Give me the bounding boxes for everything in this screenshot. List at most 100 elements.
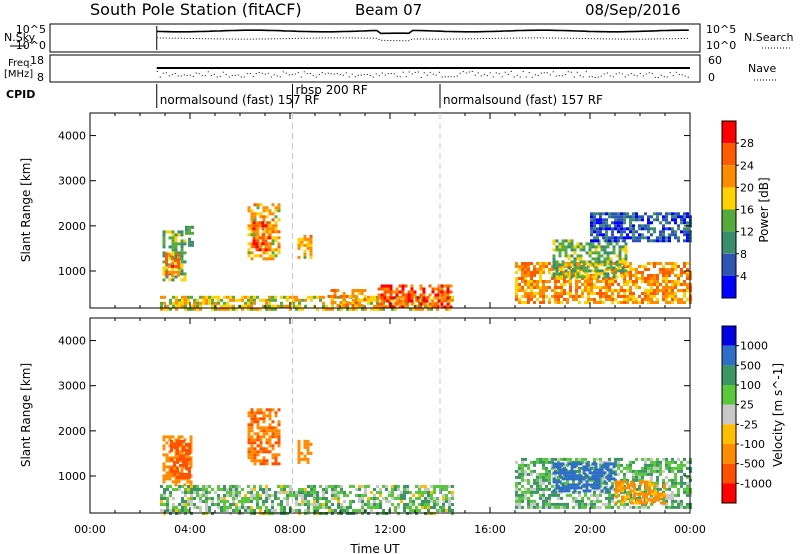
heatmap-cell (542, 499, 545, 503)
heatmap-cell (671, 460, 674, 464)
heatmap-cell (606, 489, 610, 493)
heatmap-cell (686, 466, 689, 470)
heatmap-cell (560, 286, 563, 289)
heatmap-cell (389, 293, 393, 297)
heatmap-cell (165, 477, 169, 481)
heatmap-cell (515, 280, 518, 283)
heatmap-cell (274, 441, 278, 445)
heatmap-cell (205, 485, 208, 488)
heatmap-cell (671, 469, 674, 473)
heatmap-cell (548, 499, 551, 503)
heatmap-cell (255, 224, 259, 228)
heatmap-cell (668, 221, 671, 225)
heatmap-cell (398, 299, 402, 303)
heatmap-cell (241, 503, 244, 506)
heatmap-cell (680, 271, 683, 274)
heatmap-cell (376, 304, 379, 308)
heatmap-cell (539, 286, 542, 289)
heatmap-cell (268, 414, 272, 418)
heatmap-cell (259, 254, 263, 258)
heatmap-cell (662, 271, 665, 274)
nave-point (507, 73, 509, 75)
heatmap-cell (560, 292, 563, 295)
heatmap-cell (442, 488, 445, 491)
velocity-colorbar-swatch (722, 326, 736, 346)
heatmap-cell (401, 290, 405, 294)
heatmap-cell (373, 488, 376, 491)
heatmap-cell (262, 462, 266, 466)
heatmap-cell (183, 275, 187, 279)
heatmap-cell (322, 295, 325, 299)
heatmap-cell (428, 302, 432, 306)
heatmap-cell (677, 274, 680, 277)
heatmap-cell (162, 468, 166, 472)
heatmap-cell (665, 286, 668, 289)
heatmap-cell (639, 492, 642, 496)
heatmap-cell (683, 295, 686, 298)
heatmap-cell (569, 280, 572, 283)
heatmap-cell (316, 506, 319, 509)
heatmap-cell (683, 289, 686, 292)
heatmap-cell (599, 457, 602, 461)
heatmap-cell (303, 237, 307, 241)
heatmap-cell (611, 289, 614, 292)
nave-point (519, 76, 521, 78)
heatmap-cell (588, 251, 592, 255)
heatmap-cell (265, 257, 269, 261)
heatmap-cell (437, 287, 441, 291)
heatmap-cell (623, 289, 626, 292)
velocity-colorbar-tick-label: 1000 (740, 340, 768, 353)
heatmap-cell (656, 212, 659, 216)
heatmap-cell (518, 289, 521, 292)
heatmap-cell (322, 491, 325, 494)
heatmap-cell (587, 295, 590, 298)
heatmap-cell (561, 462, 565, 466)
heatmap-cell (174, 275, 178, 279)
heatmap-cell (561, 242, 565, 246)
heatmap-cell (629, 463, 632, 467)
heatmap-cell (614, 227, 617, 231)
heatmap-cell (611, 277, 614, 280)
heatmap-cell (259, 462, 263, 466)
heatmap-cell (647, 301, 650, 304)
heatmap-cell (217, 295, 220, 299)
heatmap-cell (617, 460, 620, 464)
heatmap-cell (427, 500, 430, 503)
heatmap-cell (185, 231, 188, 235)
nave-point (396, 75, 398, 77)
heatmap-cell (629, 221, 632, 225)
heatmap-cell (641, 490, 644, 494)
heatmap-cell (558, 254, 562, 258)
heatmap-cell (247, 227, 251, 231)
heatmap-cell (330, 298, 334, 301)
heatmap-cell (596, 496, 599, 500)
heatmap-cell (163, 491, 166, 494)
power-colorbar-tick-label: 8 (740, 248, 747, 261)
heatmap-cell (662, 499, 665, 503)
heatmap-cell (170, 439, 173, 443)
heatmap-cell (596, 227, 599, 231)
x-tick-label: 08:00 (274, 523, 306, 536)
heatmap-cell (638, 295, 641, 298)
heatmap-cell (427, 506, 430, 509)
heatmap-cell (325, 506, 328, 509)
nave-point (552, 71, 554, 73)
heatmap-cell (527, 295, 530, 298)
heatmap-cell (268, 304, 271, 308)
nave-point (324, 73, 326, 75)
heatmap-cell (357, 298, 361, 301)
heatmap-cell (265, 494, 268, 497)
heatmap-cell (644, 292, 647, 295)
heatmap-cell (581, 496, 584, 500)
heatmap-cell (427, 307, 430, 311)
heatmap-cell (180, 468, 184, 472)
heatmap-cell (569, 283, 572, 286)
heatmap-cell (579, 260, 583, 264)
heatmap-cell (539, 271, 542, 274)
heatmap-cell (196, 488, 199, 491)
heatmap-cell (283, 488, 286, 491)
nave-point (219, 75, 221, 77)
heatmap-cell (265, 408, 269, 412)
heatmap-cell (629, 224, 632, 228)
